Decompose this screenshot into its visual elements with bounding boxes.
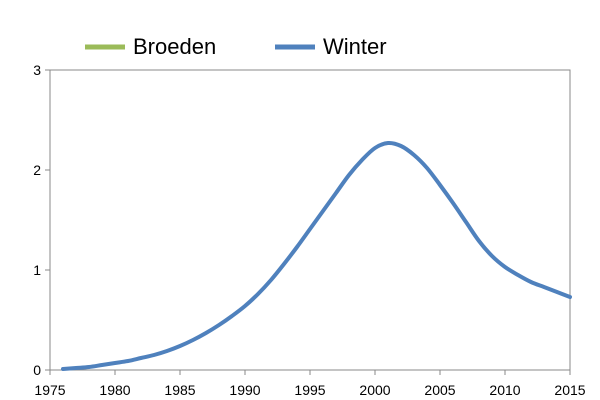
x-tick-label: 1980 [99, 382, 130, 398]
series-layer [61, 140, 572, 371]
y-tick-label: 0 [33, 362, 41, 378]
y-axis: 0 1 2 3 [33, 62, 50, 378]
x-axis: 1975 1980 1985 1990 1995 2000 2005 2010 2015 [34, 370, 586, 398]
x-tick-label: 2000 [359, 382, 390, 398]
x-tick-label: 2015 [554, 382, 585, 398]
legend-item-winter: Winter [275, 34, 387, 59]
plot-area [49, 69, 571, 371]
legend-label-broeden: Broeden [133, 34, 216, 59]
x-tick-label: 1975 [34, 382, 65, 398]
x-tick-label: 2010 [489, 382, 520, 398]
x-tick-label: 1990 [229, 382, 260, 398]
series-line-winter [61, 140, 572, 371]
y-tick-label: 2 [33, 162, 41, 178]
legend-item-broeden: Broeden [85, 34, 216, 59]
x-tick-label: 1985 [164, 382, 195, 398]
x-tick-label: 2005 [424, 382, 455, 398]
legend-label-winter: Winter [323, 34, 387, 59]
x-tick-label: 1995 [294, 382, 325, 398]
y-tick-label: 1 [33, 262, 41, 278]
legend: Broeden Winter [85, 34, 387, 59]
y-tick-label: 3 [33, 62, 41, 78]
